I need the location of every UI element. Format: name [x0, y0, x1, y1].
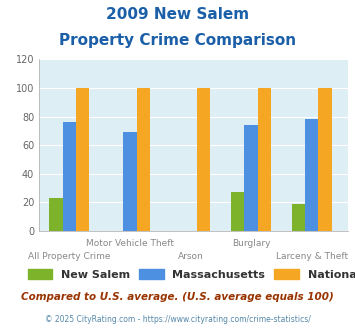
Bar: [123, 132, 137, 231]
Text: 2009 New Salem: 2009 New Salem: [106, 7, 249, 21]
Bar: [318, 88, 332, 231]
Bar: [231, 192, 244, 231]
Legend: New Salem, Massachusetts, National: New Salem, Massachusetts, National: [23, 265, 355, 284]
Text: © 2025 CityRating.com - https://www.cityrating.com/crime-statistics/: © 2025 CityRating.com - https://www.city…: [45, 315, 310, 324]
Text: Larceny & Theft: Larceny & Theft: [275, 252, 348, 261]
Bar: [197, 88, 211, 231]
Bar: [49, 198, 63, 231]
Text: Motor Vehicle Theft: Motor Vehicle Theft: [86, 239, 174, 248]
Bar: [137, 88, 150, 231]
Bar: [63, 122, 76, 231]
Bar: [305, 119, 318, 231]
Text: Burglary: Burglary: [232, 239, 270, 248]
Bar: [244, 125, 258, 231]
Bar: [291, 204, 305, 231]
Text: Compared to U.S. average. (U.S. average equals 100): Compared to U.S. average. (U.S. average …: [21, 292, 334, 302]
Text: Property Crime Comparison: Property Crime Comparison: [59, 33, 296, 48]
Bar: [258, 88, 271, 231]
Text: Arson: Arson: [178, 252, 203, 261]
Text: All Property Crime: All Property Crime: [28, 252, 110, 261]
Bar: [76, 88, 89, 231]
